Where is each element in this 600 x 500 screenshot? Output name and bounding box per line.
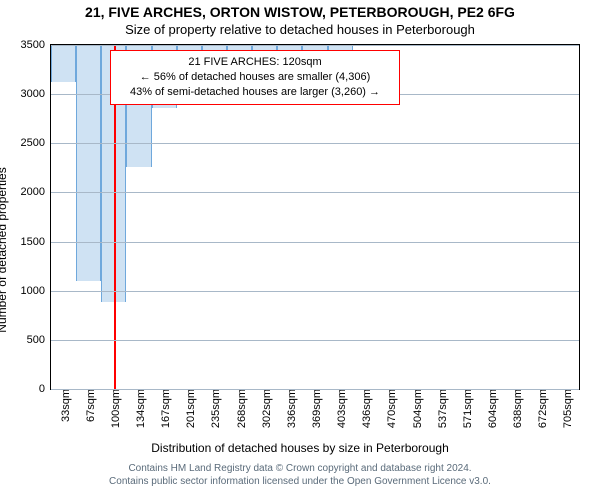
x-tick-label: 638sqm	[508, 389, 524, 428]
footer-attribution: Contains HM Land Registry data © Crown c…	[0, 462, 600, 488]
x-tick-label: 369sqm	[307, 389, 323, 428]
gridline	[51, 389, 579, 390]
y-axis-label: Number of detached properties	[0, 167, 9, 332]
x-tick-label: 268sqm	[232, 389, 248, 428]
bar-slot: 504sqm	[403, 45, 428, 389]
y-tick-label: 3000	[21, 88, 45, 100]
gridline	[51, 45, 579, 46]
bar-slot: 638sqm	[504, 45, 529, 389]
x-tick-label: 672sqm	[533, 389, 549, 428]
callout-line-3: 43% of semi-detached houses are larger (…	[119, 85, 391, 100]
y-tick-label: 1000	[21, 285, 45, 297]
footer-line-2: Contains public sector information licen…	[0, 475, 600, 488]
x-tick-label: 604sqm	[483, 389, 499, 428]
x-tick-label: 504sqm	[408, 389, 424, 428]
x-tick-label: 705sqm	[558, 389, 574, 428]
x-tick-label: 436sqm	[357, 389, 373, 428]
y-tick-label: 2500	[21, 137, 45, 149]
x-tick-label: 67sqm	[81, 389, 97, 422]
x-tick-label: 201sqm	[181, 389, 197, 428]
gridline	[51, 143, 579, 144]
callout-line-1: 21 FIVE ARCHES: 120sqm	[119, 55, 391, 70]
bar-slot: 537sqm	[428, 45, 453, 389]
histogram-bar	[51, 45, 76, 82]
x-tick-label: 537sqm	[433, 389, 449, 428]
bar-slot: 571sqm	[453, 45, 478, 389]
y-tick-label: 500	[27, 334, 45, 346]
callout-box: 21 FIVE ARCHES: 120sqm ← 56% of detached…	[110, 50, 400, 105]
bar-slot: 604sqm	[478, 45, 503, 389]
callout-line-2: ← 56% of detached houses are smaller (4,…	[119, 70, 391, 85]
x-tick-label: 33sqm	[56, 389, 72, 422]
x-tick-label: 470sqm	[382, 389, 398, 428]
x-tick-label: 302sqm	[257, 389, 273, 428]
footer-line-1: Contains HM Land Registry data © Crown c…	[0, 462, 600, 475]
y-tick-label: 3500	[21, 39, 45, 51]
y-tick-label: 1500	[21, 236, 45, 248]
bar-slot: 67sqm	[76, 45, 101, 389]
y-tick-label: 2000	[21, 186, 45, 198]
gridline	[51, 192, 579, 193]
bar-slot: 705sqm	[554, 45, 579, 389]
x-tick-label: 100sqm	[106, 389, 122, 428]
chart-title-sub: Size of property relative to detached ho…	[0, 22, 600, 37]
y-tick-label: 0	[39, 383, 45, 395]
x-tick-label: 235sqm	[206, 389, 222, 428]
x-tick-label: 134sqm	[131, 389, 147, 428]
gridline	[51, 242, 579, 243]
bar-slot: 33sqm	[51, 45, 76, 389]
x-tick-label: 571sqm	[458, 389, 474, 428]
x-tick-label: 336sqm	[282, 389, 298, 428]
histogram-bar	[76, 45, 101, 281]
chart-container: { "header": { "title_main": "21, FIVE AR…	[0, 0, 600, 500]
x-tick-label: 167sqm	[156, 389, 172, 428]
gridline	[51, 291, 579, 292]
chart-title-main: 21, FIVE ARCHES, ORTON WISTOW, PETERBORO…	[0, 4, 600, 20]
bar-slot: 672sqm	[529, 45, 554, 389]
x-axis-label: Distribution of detached houses by size …	[0, 441, 600, 455]
gridline	[51, 340, 579, 341]
x-tick-label: 403sqm	[332, 389, 348, 428]
